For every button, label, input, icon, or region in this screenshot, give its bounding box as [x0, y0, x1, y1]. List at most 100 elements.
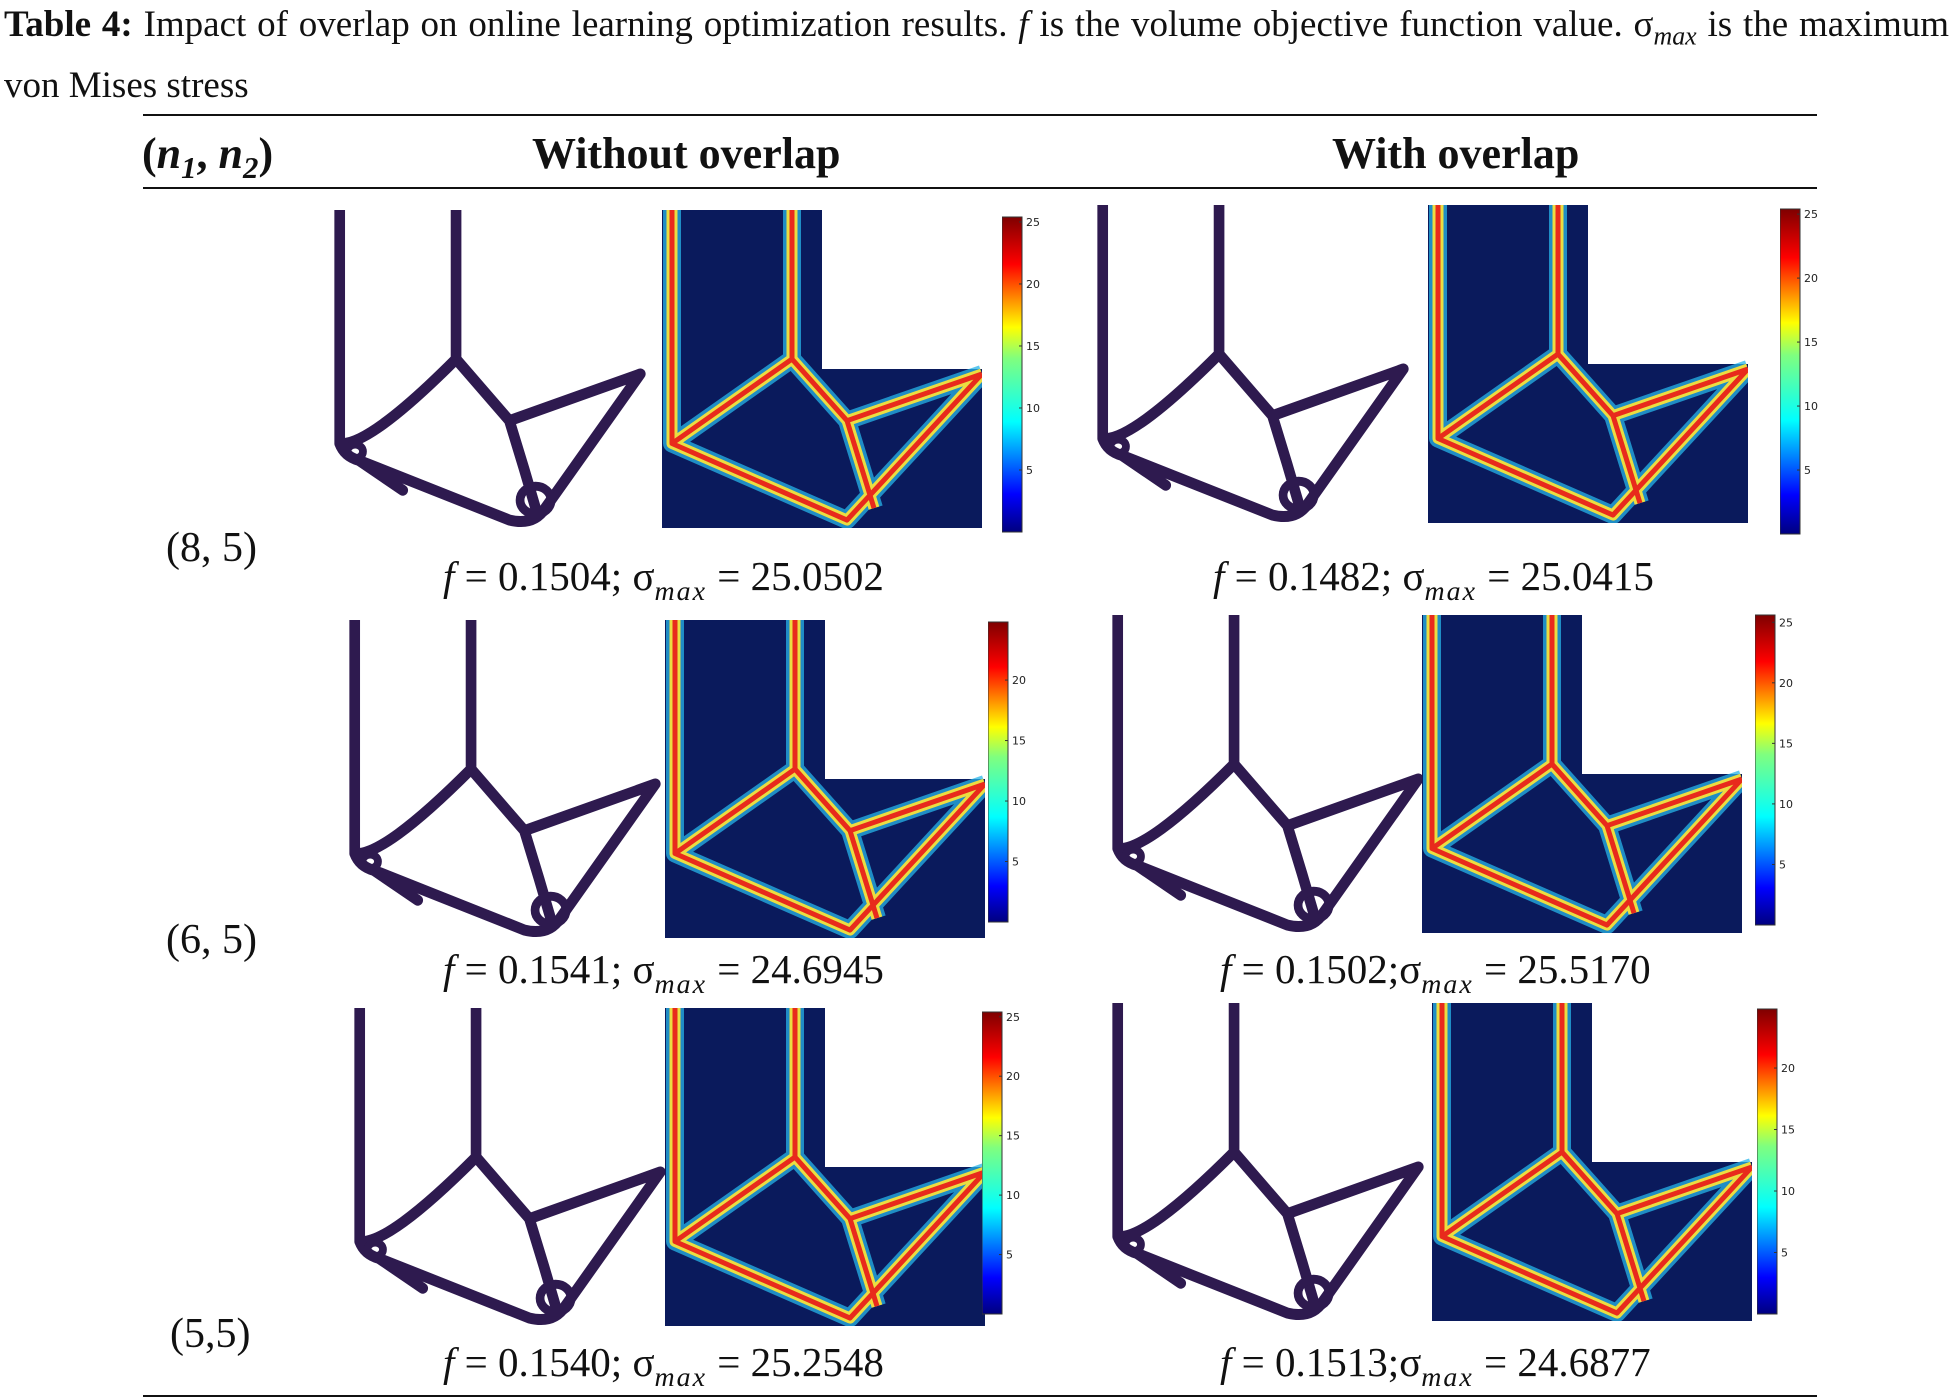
colorbar-tick-label: 15 [1779, 737, 1793, 750]
colorbar-row3-without: 25 20 15 10 5 [981, 1010, 1034, 1327]
structure-row1-without [330, 204, 650, 533]
colorbar-tick-label: 15 [1026, 340, 1040, 353]
caption-text-3: is the maximum von Mises stress [4, 4, 1950, 107]
row-label-2: (6, 5) [166, 917, 257, 963]
colorbar-tick-label: 25 [1779, 616, 1793, 629]
topology-members [1097, 199, 1409, 522]
stress-band [1439, 1003, 1754, 1316]
stress-band [1435, 205, 1750, 518]
result-row3-with: f = 0.1513;σmax = 24.6877 [1220, 1339, 1651, 1393]
colorbar-row1-without: 25 20 15 10 5 [1001, 215, 1054, 545]
caption-label: Table 4: [4, 4, 133, 45]
topology-small-loop [1121, 845, 1145, 868]
stress-domain [665, 620, 985, 938]
topology-loop [1293, 1274, 1334, 1312]
caption-f-symbol: f [1018, 4, 1029, 45]
caption-max-sub: max [1653, 21, 1697, 51]
colorbar-tick-label: 10 [1804, 400, 1818, 413]
colorbar-tick-label: 20 [1779, 677, 1793, 690]
topology-small-loop [1106, 435, 1130, 458]
header-with-overlap: With overlap [1332, 129, 1580, 178]
topology-members [349, 614, 661, 937]
structure-row3-without [350, 1002, 670, 1331]
stress-band [1429, 615, 1744, 928]
colorbar-gradient [1001, 216, 1023, 533]
colorbar-tick-label: 10 [1779, 798, 1793, 811]
stress-map-row3-without [665, 1008, 992, 1331]
colorbar-tick-label: 10 [1006, 1189, 1020, 1202]
colorbar-tick-label: 25 [1804, 208, 1818, 221]
topology-small-loop [1121, 1233, 1145, 1256]
colorbar-tick-label: 15 [1804, 336, 1818, 349]
header-without-overlap: Without overlap [532, 129, 841, 178]
table-header-rule [143, 187, 1817, 189]
topology-small-loop [343, 440, 367, 463]
topology-members [334, 204, 646, 527]
result-row1-with: f = 0.1482; σmax = 25.0415 [1213, 553, 1654, 607]
colorbar-row1-with: 25 20 15 10 5 [1779, 207, 1832, 547]
topology-small-loop [363, 1238, 387, 1261]
colorbar-tick-label: 5 [1804, 464, 1811, 477]
stress-map-row1-with [1428, 205, 1755, 528]
colorbar-gradient [1754, 614, 1776, 926]
stress-map-row3-with [1432, 1003, 1759, 1326]
topology-members [1112, 997, 1424, 1320]
stress-band [672, 620, 987, 933]
caption-text-1: Impact of overlap on online learning opt… [143, 4, 1008, 45]
colorbar-row2-with: 25 20 15 10 5 [1754, 613, 1807, 938]
colorbar-tick-label: 20 [1006, 1070, 1020, 1083]
row-label-1: (8, 5) [166, 525, 257, 571]
colorbar-tick-label: 15 [1012, 735, 1026, 748]
structure-row1-with [1093, 199, 1413, 528]
stress-domain [662, 210, 982, 528]
topology-members [1112, 609, 1424, 932]
table-caption: Table 4: Impact of overlap on online lea… [4, 0, 1949, 111]
result-row2-without: f = 0.1541; σmax = 24.6945 [443, 946, 884, 1000]
row-label-3: (5,5) [170, 1311, 251, 1357]
result-row3-without: f = 0.1540; σmax = 25.2548 [443, 1339, 884, 1393]
stress-map-row2-without [665, 620, 992, 943]
table-top-rule [143, 114, 1817, 116]
topology-small-loop [358, 850, 382, 873]
colorbar-tick-label: 25 [1026, 216, 1040, 229]
colorbar-tick-label: 10 [1026, 402, 1040, 415]
colorbar-tick-label: 20 [1804, 272, 1818, 285]
structure-row2-with [1108, 609, 1428, 938]
colorbar-tick-label: 20 [1781, 1062, 1795, 1075]
colorbar-tick-label: 5 [1779, 858, 1786, 871]
colorbar-tick-label: 5 [1006, 1249, 1013, 1262]
colorbar-gradient [987, 621, 1009, 923]
stress-band [669, 210, 984, 523]
colorbar-tick-label: 15 [1781, 1124, 1795, 1137]
topology-loop [1293, 886, 1334, 924]
colorbar-row3-with: 20 15 10 5 [1756, 1007, 1809, 1327]
colorbar-row2-without: 20 15 10 5 [987, 620, 1040, 935]
stress-band [672, 1008, 987, 1321]
stress-map-row1-without [662, 210, 989, 533]
stress-map-row2-with [1422, 615, 1749, 938]
colorbar-tick-label: 5 [1026, 464, 1033, 477]
caption-text-2: is the volume objective function value. … [1039, 4, 1654, 45]
topology-loop [535, 1279, 576, 1317]
colorbar-tick-label: 15 [1006, 1130, 1020, 1143]
colorbar-gradient [1779, 208, 1801, 535]
structure-row3-with [1108, 997, 1428, 1326]
result-row2-with: f = 0.1502;σmax = 25.5170 [1220, 946, 1651, 1000]
colorbar-tick-label: 10 [1012, 795, 1026, 808]
stress-domain [1422, 615, 1742, 933]
colorbar-tick-label: 20 [1012, 674, 1026, 687]
topology-loop [530, 891, 571, 929]
colorbar-gradient [1756, 1008, 1778, 1315]
colorbar-tick-label: 25 [1006, 1011, 1020, 1024]
stress-domain [1428, 205, 1748, 523]
colorbar-tick-label: 20 [1026, 278, 1040, 291]
topology-loop [1278, 476, 1319, 514]
stress-domain [1432, 1003, 1752, 1321]
header-row-label: (n1, n2) [142, 129, 274, 185]
result-row1-without: f = 0.1504; σmax = 25.0502 [443, 553, 884, 607]
colorbar-tick-label: 5 [1781, 1247, 1788, 1260]
topology-members [354, 1002, 666, 1325]
topology-loop [515, 481, 556, 519]
colorbar-tick-label: 10 [1781, 1185, 1795, 1198]
colorbar-gradient [981, 1011, 1003, 1315]
